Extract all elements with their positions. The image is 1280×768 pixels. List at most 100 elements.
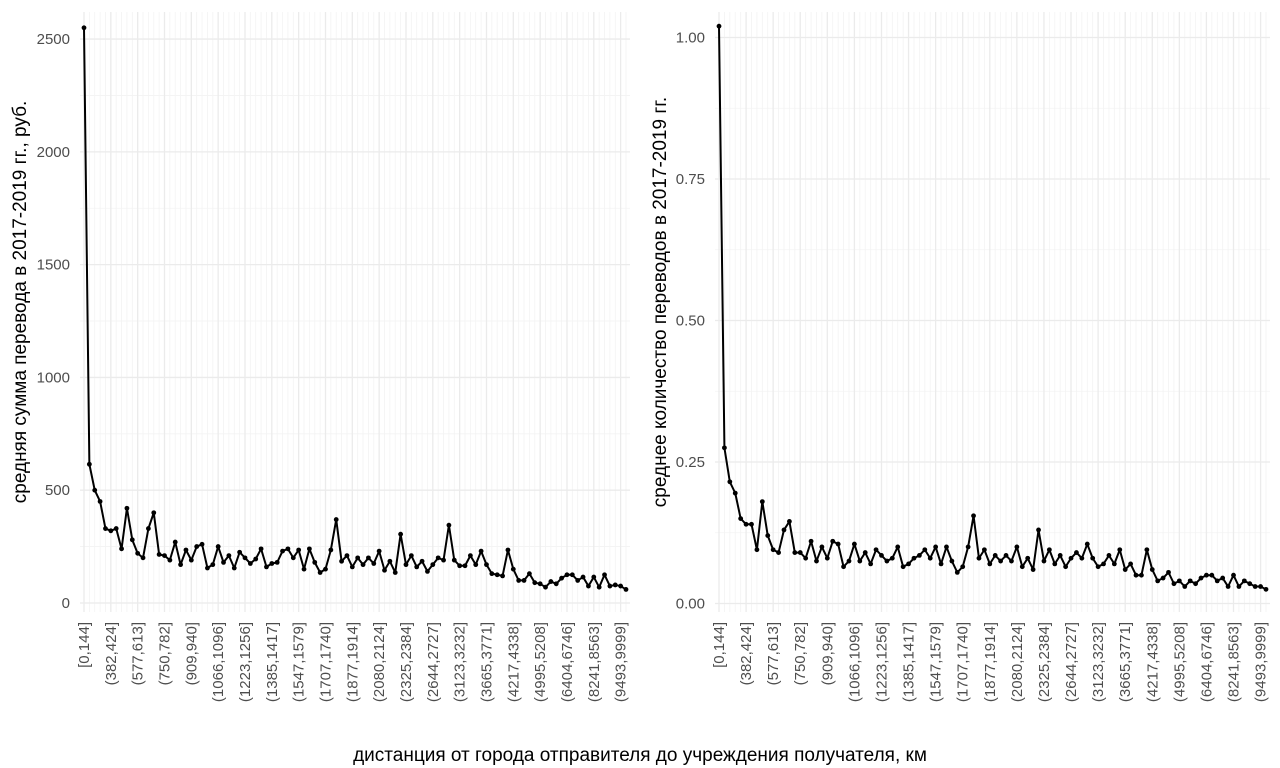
data-point xyxy=(494,572,500,578)
data-point xyxy=(414,564,420,570)
data-point xyxy=(808,538,814,544)
data-point xyxy=(425,568,430,574)
data-point xyxy=(938,561,944,567)
data-point xyxy=(467,553,473,559)
x-tick-label: (382,424] xyxy=(103,622,120,685)
data-point xyxy=(1182,584,1188,589)
data-point xyxy=(716,23,722,29)
data-point xyxy=(819,544,825,550)
data-point xyxy=(339,558,344,564)
data-point xyxy=(1057,552,1063,558)
y-tick-label: 1500 xyxy=(37,257,70,274)
data-point xyxy=(462,563,468,569)
data-point xyxy=(754,547,760,553)
data-point xyxy=(1036,527,1041,533)
data-point xyxy=(841,564,846,570)
data-point xyxy=(900,564,906,570)
data-point xyxy=(382,567,387,573)
data-point xyxy=(1025,555,1031,561)
data-point xyxy=(548,579,554,584)
data-point xyxy=(971,513,976,519)
x-tick-label: (4995,5208] xyxy=(1171,622,1188,702)
y-axis-title: среднее количество переводов в 2017-2019… xyxy=(650,97,671,507)
data-point xyxy=(1128,561,1134,567)
data-point xyxy=(607,583,613,589)
x-tick-label: (3665,3771] xyxy=(478,622,495,702)
data-point xyxy=(247,561,253,566)
data-point xyxy=(323,566,328,572)
data-point xyxy=(188,557,194,563)
x-axis-title: дистанция от города отправителя до учреж… xyxy=(353,745,927,766)
x-tick-label: (4217,4338] xyxy=(505,622,522,702)
data-point xyxy=(253,556,259,562)
data-point xyxy=(274,559,280,565)
data-point xyxy=(489,571,495,577)
x-tick-label: (1066,1096] xyxy=(846,622,863,702)
data-point xyxy=(618,583,624,589)
data-point xyxy=(569,572,575,578)
x-tick-label: [0,144] xyxy=(711,622,728,668)
data-point xyxy=(264,564,269,570)
data-point xyxy=(1133,572,1139,578)
data-point xyxy=(398,531,404,537)
x-tick-label: [0,144] xyxy=(76,622,93,668)
data-point xyxy=(868,561,874,567)
data-point xyxy=(355,555,361,561)
data-point xyxy=(296,547,302,553)
data-point xyxy=(1160,575,1166,581)
data-point xyxy=(803,555,809,561)
data-point xyxy=(215,544,221,549)
data-point xyxy=(1149,567,1155,572)
data-point xyxy=(1231,572,1236,578)
data-point xyxy=(1084,541,1090,547)
data-point xyxy=(623,587,629,592)
data-point xyxy=(205,565,210,571)
data-point xyxy=(992,552,998,558)
x-tick-label: (3123,3232] xyxy=(1090,622,1107,702)
y-tick-label: 0 xyxy=(62,595,70,612)
data-point xyxy=(835,541,841,547)
data-point xyxy=(344,553,350,559)
data-point xyxy=(1139,572,1144,578)
data-point xyxy=(1063,564,1069,570)
data-point xyxy=(285,546,291,552)
y-tick-label: 0.25 xyxy=(676,454,705,471)
data-point xyxy=(532,580,538,586)
data-point xyxy=(1258,584,1263,589)
data-point xyxy=(553,581,559,587)
x-tick-label: (1877,1914] xyxy=(982,622,999,702)
data-point xyxy=(1095,564,1101,570)
data-point xyxy=(732,490,738,496)
data-point xyxy=(1090,555,1096,561)
data-point xyxy=(269,561,275,566)
data-point xyxy=(976,555,982,561)
data-point xyxy=(1046,547,1052,553)
data-point xyxy=(906,561,911,567)
y-tick-label: 0.50 xyxy=(676,312,705,329)
data-point xyxy=(419,558,425,564)
data-point xyxy=(1111,561,1117,567)
data-point xyxy=(451,557,457,563)
x-tick-label: (9493,9999] xyxy=(613,622,630,702)
data-point xyxy=(167,557,173,563)
data-point xyxy=(392,570,398,575)
data-point xyxy=(199,541,205,547)
data-point xyxy=(1009,558,1014,564)
data-point xyxy=(862,550,868,555)
data-point xyxy=(135,550,141,556)
data-point xyxy=(408,553,414,559)
data-point xyxy=(927,555,933,561)
x-tick-label: (8241,8563] xyxy=(586,622,603,702)
data-point xyxy=(1030,567,1036,572)
data-point xyxy=(124,505,130,511)
y-tick-label: 1.00 xyxy=(676,29,705,46)
data-point xyxy=(473,562,479,568)
data-point xyxy=(360,562,366,568)
x-tick-label: (382,424] xyxy=(738,622,755,685)
data-point xyxy=(210,562,216,568)
data-point xyxy=(1220,575,1226,581)
data-point xyxy=(376,548,382,554)
x-tick-label: (577,613] xyxy=(765,622,782,685)
y-tick-label: 2000 xyxy=(37,144,70,161)
data-point xyxy=(787,519,792,524)
